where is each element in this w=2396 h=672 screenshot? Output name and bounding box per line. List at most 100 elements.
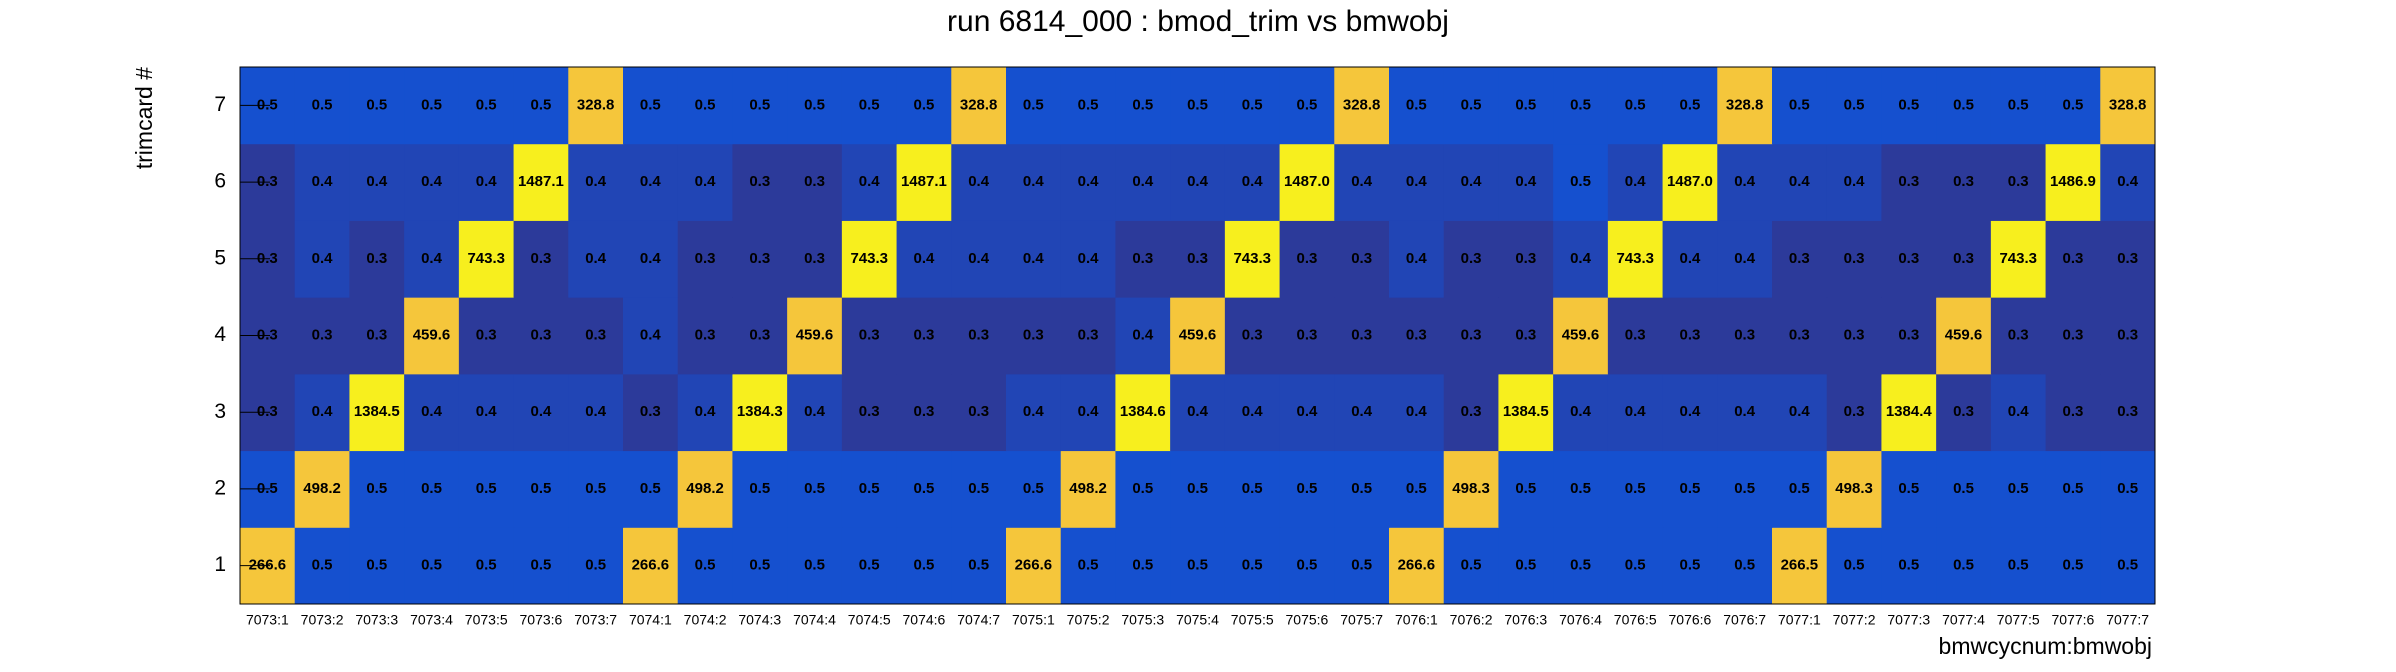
- heatmap-cell: [732, 527, 788, 605]
- heatmap-cell: [1279, 220, 1335, 298]
- cell-label: 1486.9: [2050, 173, 2096, 190]
- heatmap-cell: [623, 220, 679, 298]
- heatmap-cell: [1772, 220, 1828, 298]
- heatmap-cell: [349, 450, 405, 528]
- cell-label: 0.4: [1625, 403, 1647, 420]
- cell-label: 0.4: [585, 173, 607, 190]
- cell-label: 0.5: [1679, 557, 1700, 574]
- cell-label: 0.5: [1187, 557, 1208, 574]
- x-tick-label: 7074:1: [629, 612, 672, 628]
- y-axis-title: trimcard #: [131, 67, 157, 169]
- cell-label: 0.4: [640, 326, 662, 343]
- cell-label: 0.5: [1296, 557, 1317, 574]
- cell-label: 0.5: [1187, 96, 1208, 113]
- x-tick-label: 7076:5: [1614, 612, 1657, 628]
- x-tick-label: 7076:4: [1559, 612, 1602, 628]
- cell-label: 0.5: [804, 96, 825, 113]
- heatmap-cell: [2045, 67, 2101, 145]
- heatmap-cell: [1717, 220, 1773, 298]
- cell-label: 0.5: [695, 96, 716, 113]
- heatmap-cell: [732, 297, 788, 375]
- cell-label: 0.5: [859, 480, 880, 497]
- heatmap-cell: [349, 220, 405, 298]
- cell-label: 0.4: [1242, 173, 1264, 190]
- heatmap-cell: [1006, 143, 1062, 221]
- cell-label: 0.3: [804, 173, 825, 190]
- heatmap-cell: [1279, 373, 1335, 452]
- cell-label: 0.5: [859, 557, 880, 574]
- heatmap-cell: [1662, 67, 1718, 145]
- cell-label: 0.5: [2117, 480, 2138, 497]
- heatmap-cell: [787, 297, 843, 375]
- heatmap-cell: [2100, 220, 2156, 298]
- heatmap-cell: [1279, 143, 1335, 221]
- cell-label: 0.5: [804, 480, 825, 497]
- cell-label: 0.4: [476, 403, 498, 420]
- cell-label: 0.5: [1132, 96, 1153, 113]
- cell-label: 0.5: [1734, 480, 1755, 497]
- cell-label: 0.4: [312, 403, 334, 420]
- cell-label: 0.5: [257, 96, 278, 113]
- cell-label: 0.5: [476, 96, 497, 113]
- cell-label: 0.4: [1625, 173, 1647, 190]
- cell-label: 0.4: [421, 173, 443, 190]
- heatmap-cell: [1498, 220, 1554, 298]
- x-tick-label: 7073:2: [301, 612, 344, 628]
- heatmap-cell: [1826, 143, 1882, 221]
- heatmap-cell: [2045, 450, 2101, 528]
- heatmap-cell: [1389, 527, 1445, 605]
- heatmap-cell: [513, 450, 569, 528]
- cell-label: 0.3: [2117, 326, 2138, 343]
- cell-label: 0.5: [2008, 557, 2029, 574]
- heatmap-cell: [349, 373, 405, 452]
- heatmap-cell: [1389, 220, 1445, 298]
- heatmap-cell: [349, 67, 405, 145]
- heatmap-cell: [1115, 220, 1171, 298]
- cell-label: 0.4: [1132, 326, 1154, 343]
- heatmap-cell: [1881, 527, 1937, 605]
- cell-label: 0.5: [1898, 557, 1919, 574]
- cell-label: 0.3: [1679, 326, 1700, 343]
- x-tick-label: 7077:6: [2052, 612, 2095, 628]
- cell-label: 0.4: [859, 173, 881, 190]
- heatmap-cell: [841, 220, 898, 298]
- heatmap-cell: [623, 450, 679, 528]
- heatmap-cell: [896, 143, 952, 221]
- cell-label: 0.5: [640, 480, 661, 497]
- cell-label: 0.5: [476, 480, 497, 497]
- cell-label: 0.4: [1570, 250, 1592, 267]
- cell-label: 0.5: [913, 96, 934, 113]
- heatmap-cell: [677, 450, 733, 528]
- cell-label: 328.8: [960, 96, 998, 113]
- cell-label: 0.5: [530, 96, 551, 113]
- cell-label: 0.3: [695, 326, 716, 343]
- cell-label: 0.5: [1570, 96, 1591, 113]
- heatmap-cell: [677, 527, 733, 605]
- x-tick-label: 7077:5: [1997, 612, 2040, 628]
- heatmap-cell: [1826, 220, 1882, 298]
- y-tick-label: 2: [214, 476, 226, 499]
- heatmap-cell: [787, 220, 843, 298]
- heatmap-cell: [732, 450, 788, 528]
- heatmap-cell: [677, 143, 733, 221]
- cell-label: 0.4: [1351, 173, 1373, 190]
- heatmap-cell: [896, 67, 952, 145]
- heatmap-cell: [2100, 297, 2156, 375]
- heatmap-cell: [2045, 527, 2101, 605]
- heatmap-cell: [1772, 143, 1828, 221]
- cell-label: 0.4: [1023, 403, 1045, 420]
- cell-label: 0.3: [1625, 326, 1646, 343]
- heatmap-cell: [1389, 450, 1445, 528]
- heatmap-cell: [841, 527, 898, 605]
- cell-label: 0.5: [421, 557, 442, 574]
- cell-label: 0.3: [257, 250, 278, 267]
- y-tick-label: 4: [214, 323, 226, 346]
- heatmap-cell: [1772, 297, 1828, 375]
- heatmap-cell: [1115, 373, 1171, 452]
- cell-label: 0.5: [1625, 557, 1646, 574]
- cell-label: 0.3: [1844, 326, 1865, 343]
- heatmap-cell: [2100, 450, 2156, 528]
- cell-label: 1384.3: [737, 403, 783, 420]
- heatmap-cell: [623, 297, 679, 375]
- heatmap-cell: [677, 297, 733, 375]
